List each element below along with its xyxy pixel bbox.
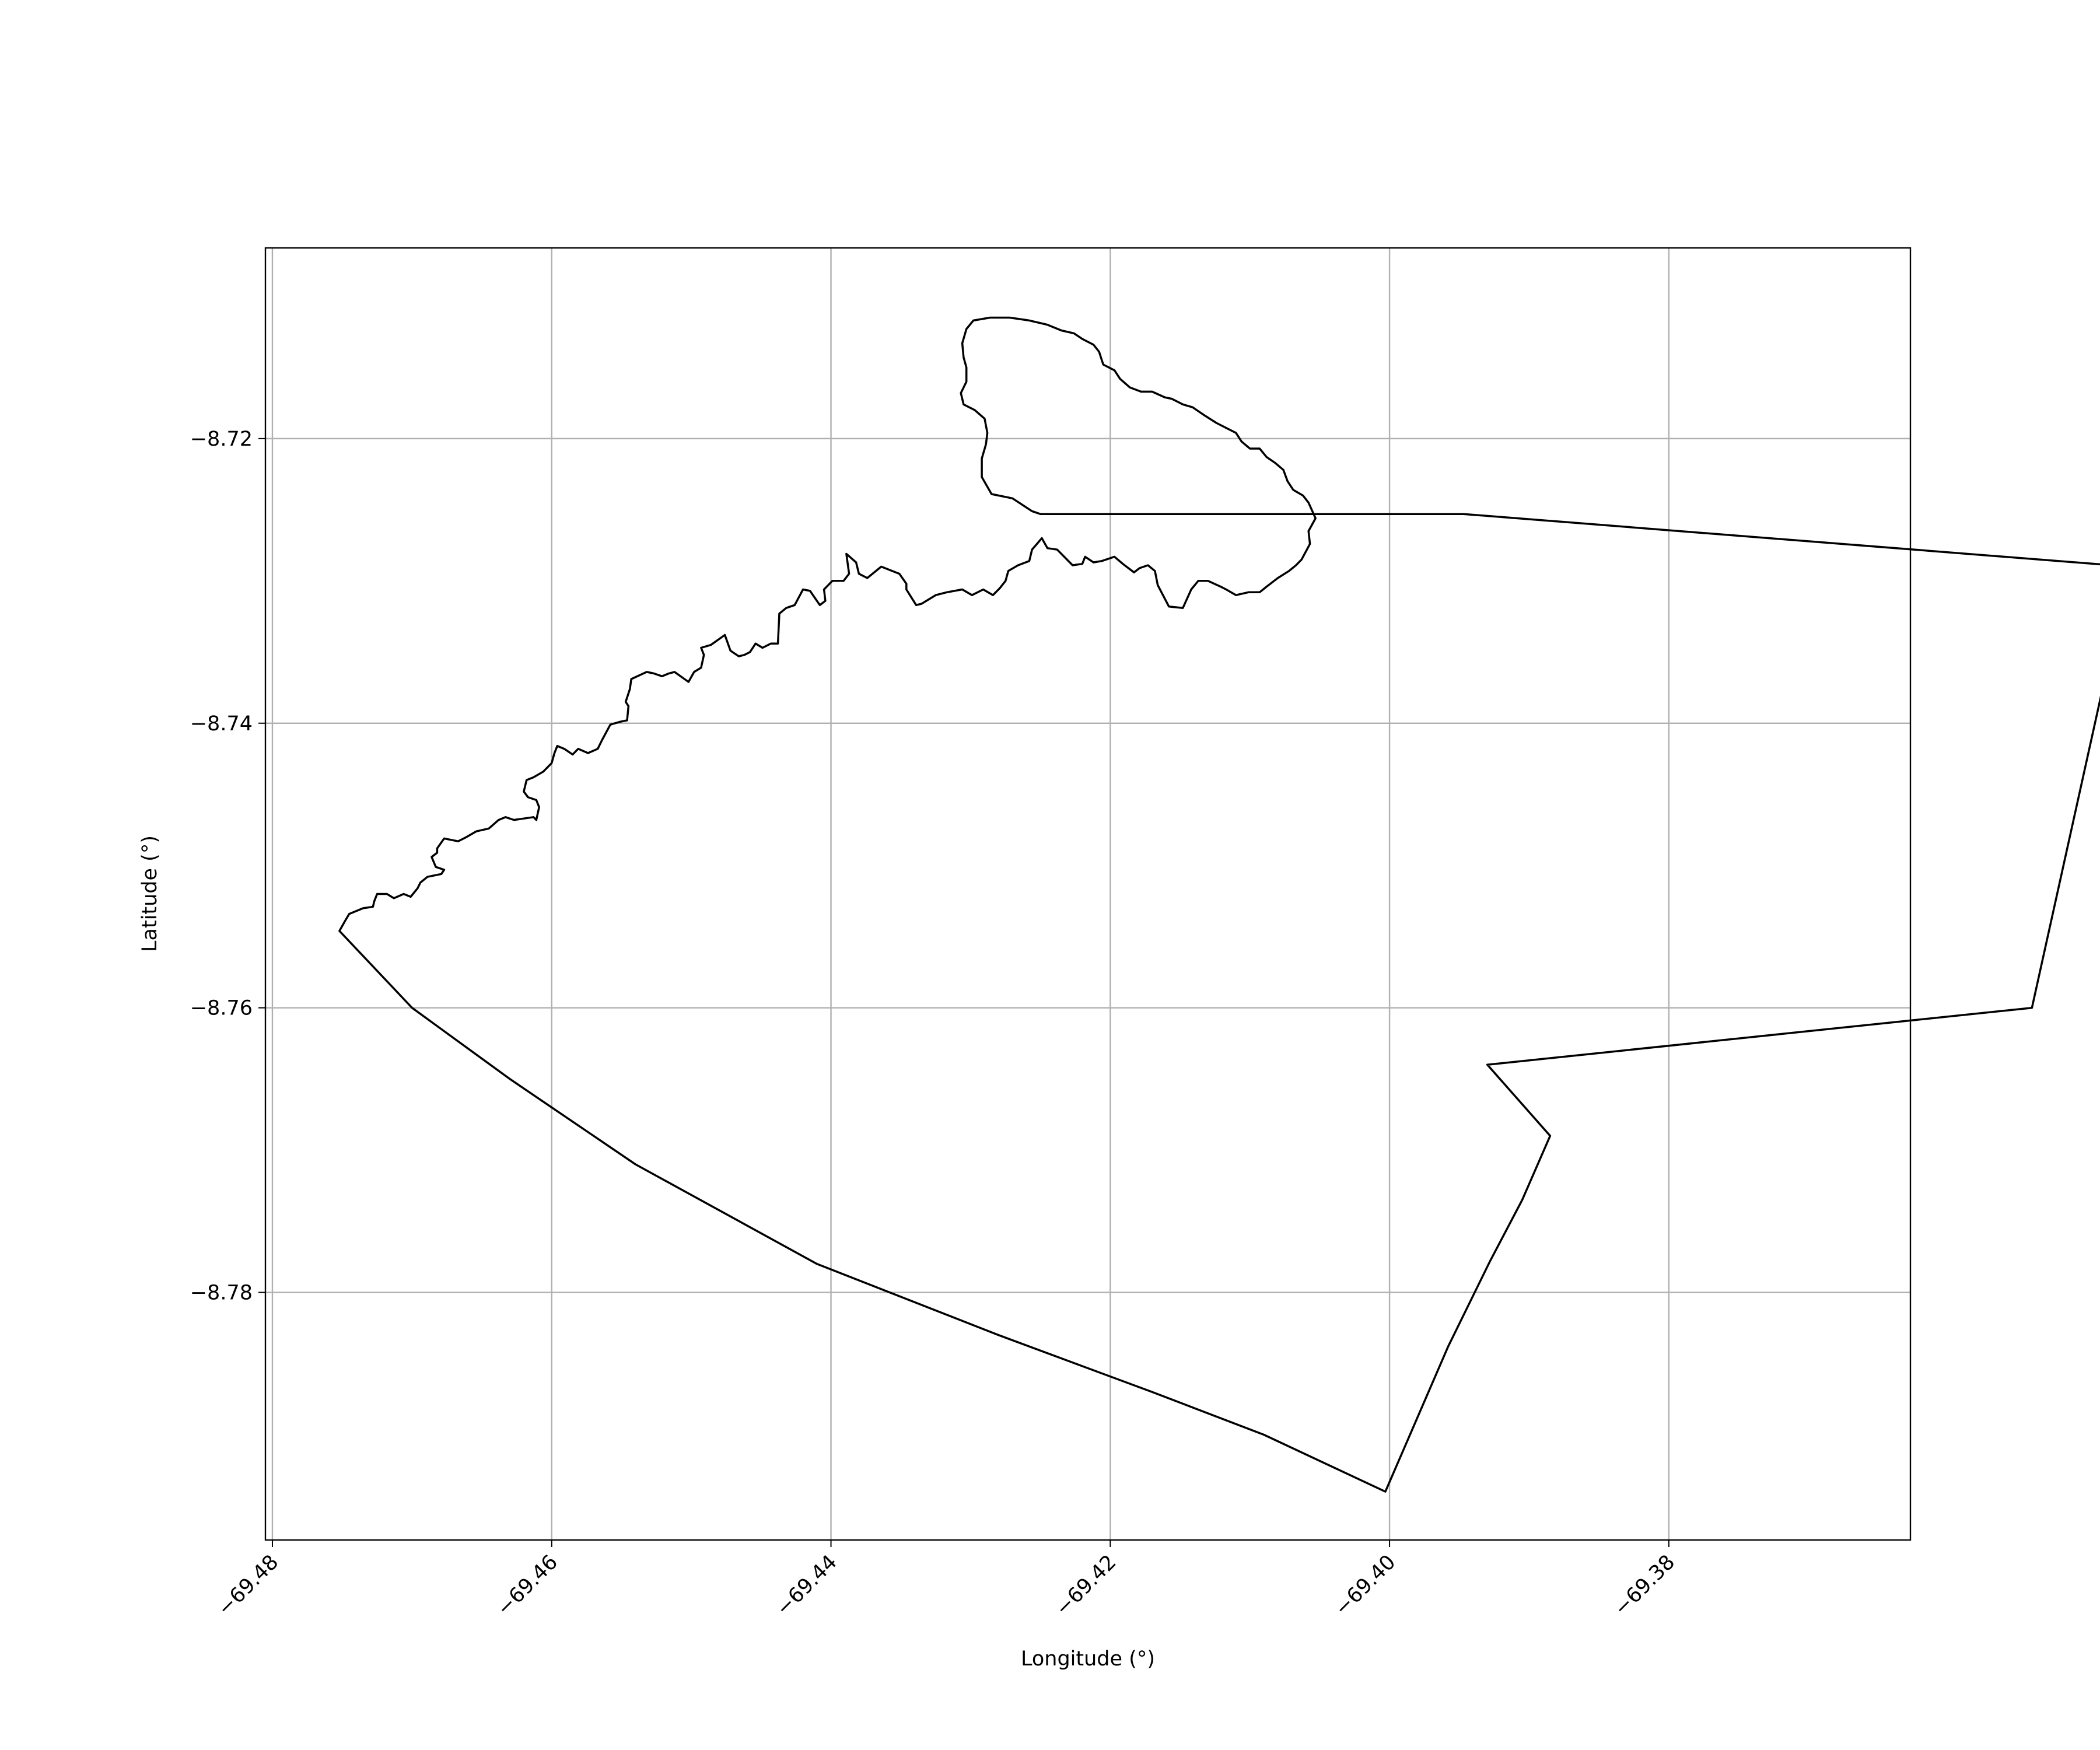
region-boundary <box>338 316 2100 1493</box>
plot-frame <box>264 247 1912 1541</box>
y-tick-label: −8.76 <box>190 997 253 1020</box>
y-tick-label: −8.74 <box>190 712 253 736</box>
gridlines <box>265 248 1910 1540</box>
x-axis-label: Longitude (°) <box>1021 1647 1155 1671</box>
y-tick-label: −8.72 <box>190 428 253 451</box>
y-axis-label: Latitude (°) <box>138 835 162 952</box>
y-tick-label: −8.78 <box>190 1282 253 1305</box>
